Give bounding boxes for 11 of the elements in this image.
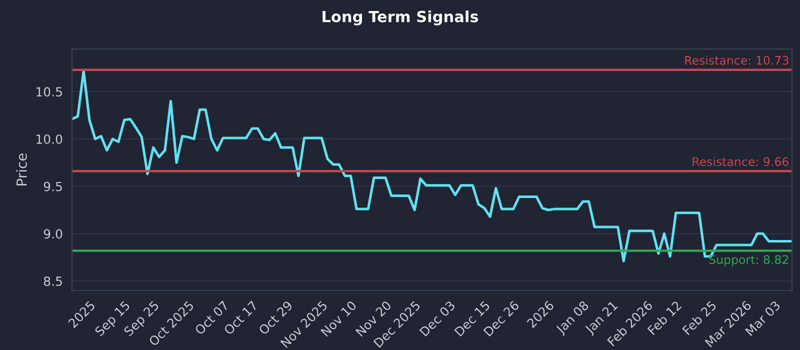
ref-line-label: Resistance: 10.73 [685, 56, 788, 65]
x-tick-label: Dec 03 [419, 300, 456, 337]
y-axis-title: Price [16, 154, 27, 186]
y-tick-label: 10.0 [36, 134, 62, 144]
ref-line-label: Resistance: 9.66 [692, 156, 788, 166]
y-tick-label: 9.5 [44, 182, 62, 192]
y-tick-label: 10.5 [36, 87, 62, 97]
y-tick-label: 8.5 [44, 276, 62, 286]
ref-line-label: Support: 8.82 [709, 255, 788, 266]
chart-title: Long Term Signals [322, 10, 478, 26]
y-tick-label: 9.0 [44, 229, 62, 239]
